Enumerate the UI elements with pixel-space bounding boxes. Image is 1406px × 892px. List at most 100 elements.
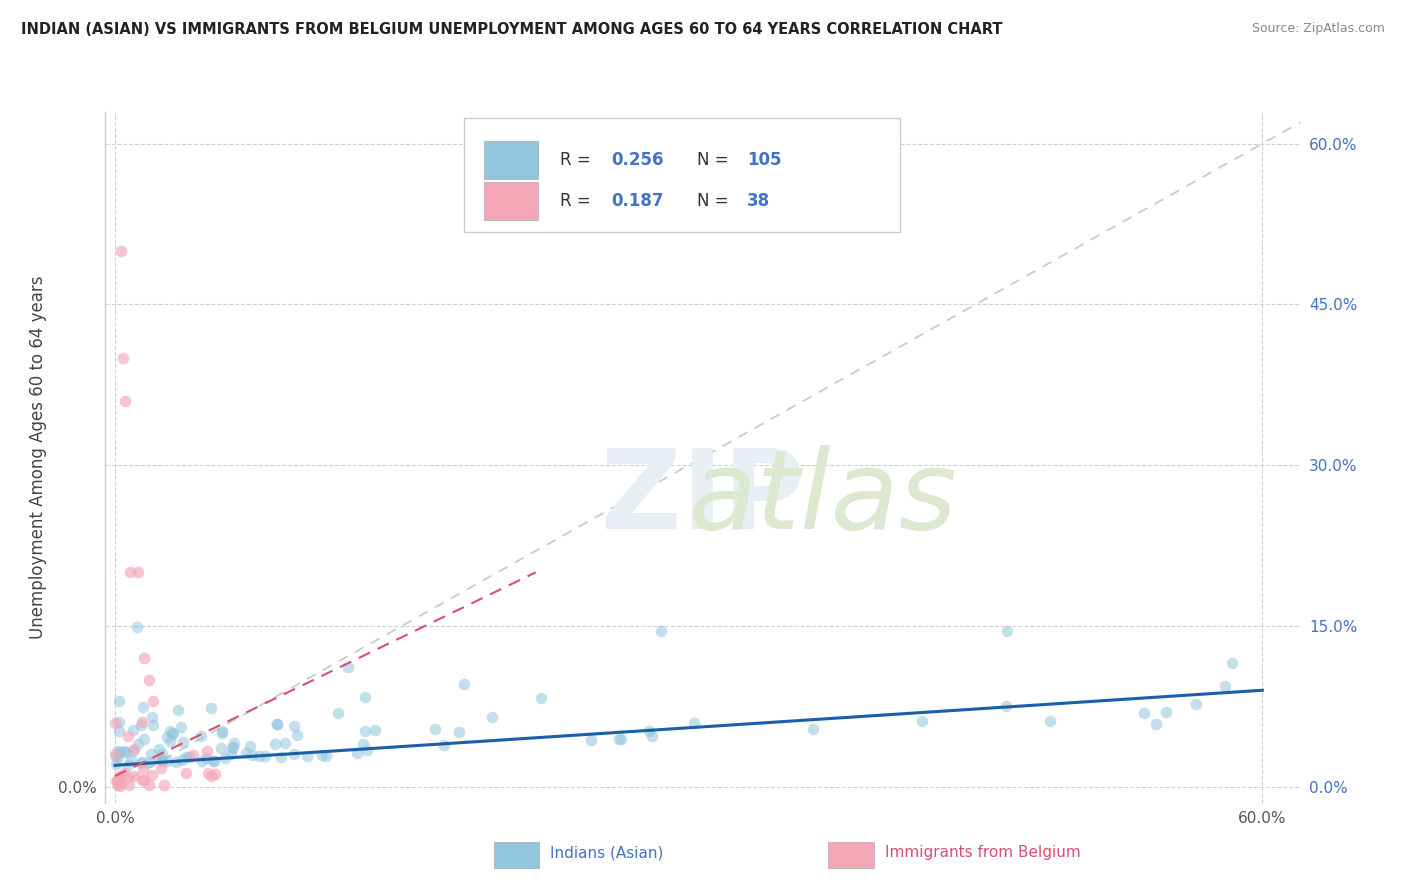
Text: N =: N = xyxy=(697,151,734,169)
Point xyxy=(315,749,337,764)
Point xyxy=(152,747,174,761)
Point xyxy=(150,754,173,768)
Point xyxy=(129,756,152,771)
Point xyxy=(270,749,292,764)
Point xyxy=(120,753,142,767)
Point xyxy=(209,741,232,756)
Point xyxy=(579,733,602,747)
Point xyxy=(253,749,276,764)
Text: 0.187: 0.187 xyxy=(612,193,664,211)
Point xyxy=(1039,714,1062,728)
FancyBboxPatch shape xyxy=(484,141,538,179)
Point xyxy=(239,739,262,754)
Point xyxy=(264,737,287,751)
Point xyxy=(326,706,349,721)
Point xyxy=(1156,705,1178,719)
Point xyxy=(801,723,824,737)
Point xyxy=(167,703,190,717)
Point xyxy=(176,749,198,764)
Point xyxy=(995,624,1018,639)
Point xyxy=(108,772,131,786)
Point xyxy=(165,755,187,769)
Text: 38: 38 xyxy=(747,193,770,211)
Point xyxy=(197,766,219,780)
FancyBboxPatch shape xyxy=(828,841,875,868)
Point xyxy=(336,660,359,674)
Point xyxy=(202,755,225,769)
Point xyxy=(107,750,129,764)
Point xyxy=(181,747,204,762)
Point xyxy=(139,755,162,769)
Point xyxy=(107,744,129,758)
Point xyxy=(134,731,156,746)
Point xyxy=(127,620,149,634)
Point xyxy=(682,716,704,731)
Point xyxy=(105,775,128,789)
Point xyxy=(138,778,160,792)
Point xyxy=(141,709,163,723)
Point xyxy=(127,566,149,580)
Point xyxy=(297,748,319,763)
Point xyxy=(127,737,149,751)
Point xyxy=(356,743,378,757)
Point xyxy=(159,724,181,739)
Point xyxy=(148,742,170,756)
Text: 105: 105 xyxy=(747,151,782,169)
Point xyxy=(453,677,475,691)
Point xyxy=(221,741,243,756)
Point xyxy=(104,757,127,772)
Point xyxy=(650,624,672,639)
Point xyxy=(364,723,387,737)
Point xyxy=(219,747,242,762)
Point xyxy=(266,717,288,731)
Point xyxy=(114,393,136,408)
Point xyxy=(311,748,333,763)
Point xyxy=(131,755,153,769)
Point xyxy=(117,757,139,772)
Point xyxy=(107,778,129,792)
Point xyxy=(132,773,155,788)
Point xyxy=(122,769,145,783)
Point xyxy=(117,770,139,784)
Point xyxy=(112,744,135,758)
Point xyxy=(172,734,194,748)
Point xyxy=(200,701,222,715)
Point xyxy=(141,747,163,761)
Point xyxy=(104,749,127,764)
Point xyxy=(108,769,131,783)
Point xyxy=(153,778,176,792)
Point xyxy=(211,726,233,740)
Text: R =: R = xyxy=(560,151,596,169)
Point xyxy=(152,753,174,767)
Point xyxy=(283,719,305,733)
FancyBboxPatch shape xyxy=(484,182,538,220)
Point xyxy=(176,765,198,780)
Point xyxy=(247,749,270,764)
Point xyxy=(266,717,288,731)
Point xyxy=(149,752,172,766)
Point xyxy=(274,736,297,750)
Point xyxy=(142,694,165,708)
Point xyxy=(211,723,233,738)
Point xyxy=(637,723,659,738)
Point xyxy=(221,740,243,755)
Point xyxy=(283,747,305,761)
Point xyxy=(108,780,131,794)
Point xyxy=(425,722,447,736)
Point xyxy=(104,747,127,761)
Point xyxy=(240,747,263,762)
Point xyxy=(159,734,181,748)
Point xyxy=(117,730,139,744)
Point xyxy=(197,744,219,758)
Point xyxy=(1220,657,1243,671)
Point xyxy=(156,754,179,768)
Point xyxy=(120,566,142,580)
Point xyxy=(111,351,134,365)
Point xyxy=(432,738,454,752)
Point xyxy=(108,745,131,759)
Point xyxy=(172,754,194,768)
Point xyxy=(131,762,153,776)
Point xyxy=(354,724,377,739)
Point xyxy=(994,699,1017,714)
Point xyxy=(122,744,145,758)
